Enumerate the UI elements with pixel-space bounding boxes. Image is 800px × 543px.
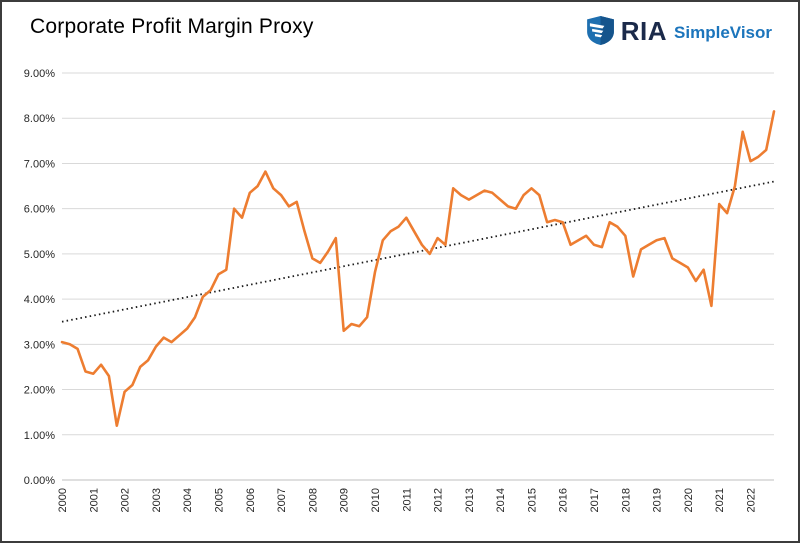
- logo-text-simplevisor: SimpleVisor: [674, 22, 772, 42]
- svg-text:2002: 2002: [120, 488, 132, 512]
- svg-text:0.00%: 0.00%: [24, 475, 55, 487]
- svg-text:2.00%: 2.00%: [24, 385, 55, 397]
- ria-shield-icon: [586, 16, 614, 45]
- x-axis-labels: 2000 2001 2002 2003 2004 2005 2006 2007 2008 2009…: [57, 488, 758, 512]
- y-axis-labels: 0.00% 1.00% 2.00% 3.00% 4.00% 5.00% 6.00% 7.00%…: [24, 68, 55, 487]
- svg-text:1.00%: 1.00%: [24, 430, 55, 442]
- svg-text:2019: 2019: [652, 488, 664, 512]
- svg-text:2004: 2004: [182, 488, 194, 512]
- svg-text:2022: 2022: [746, 488, 758, 512]
- svg-text:3.00%: 3.00%: [24, 339, 55, 351]
- chart-title: Corporate Profit Margin Proxy: [30, 15, 314, 38]
- chart-header: Corporate Profit Margin Proxy RIA Simple…: [2, 2, 798, 59]
- svg-text:2014: 2014: [495, 488, 507, 512]
- svg-text:4.00%: 4.00%: [24, 294, 55, 306]
- svg-text:2018: 2018: [620, 488, 632, 512]
- svg-text:2017: 2017: [589, 488, 601, 512]
- series-line: [60, 110, 776, 428]
- svg-text:9.00%: 9.00%: [24, 68, 55, 80]
- logo-text-ria: RIA: [620, 15, 668, 46]
- line-chart-canvas: 0.00% 1.00% 2.00% 3.00% 4.00% 5.00% 6.00% 7.00%…: [24, 68, 776, 512]
- svg-text:2016: 2016: [558, 488, 570, 512]
- svg-text:2001: 2001: [88, 488, 100, 512]
- svg-text:2012: 2012: [433, 488, 445, 512]
- svg-text:2006: 2006: [245, 488, 257, 512]
- svg-text:6.00%: 6.00%: [24, 204, 55, 216]
- svg-text:5.00%: 5.00%: [24, 249, 55, 261]
- svg-text:2010: 2010: [370, 488, 382, 512]
- trendline: [61, 180, 775, 323]
- svg-text:2005: 2005: [213, 488, 225, 512]
- svg-text:7.00%: 7.00%: [24, 158, 55, 170]
- profit-margin-chart: 0.00% 1.00% 2.00% 3.00% 4.00% 5.00% 6.00% 7.00%…: [2, 59, 798, 541]
- ria-simplevisor-logo: RIA SimpleVisor: [586, 15, 772, 46]
- svg-text:2020: 2020: [683, 488, 695, 512]
- svg-text:2021: 2021: [714, 488, 726, 512]
- svg-text:2013: 2013: [464, 488, 476, 512]
- svg-text:2008: 2008: [307, 488, 319, 512]
- gridlines: [62, 72, 774, 481]
- svg-text:2000: 2000: [57, 488, 69, 512]
- svg-text:2015: 2015: [526, 488, 538, 512]
- svg-text:2011: 2011: [401, 488, 413, 512]
- svg-text:2009: 2009: [339, 488, 351, 512]
- svg-text:2003: 2003: [151, 488, 163, 512]
- svg-text:8.00%: 8.00%: [24, 113, 55, 125]
- svg-text:2007: 2007: [276, 488, 288, 512]
